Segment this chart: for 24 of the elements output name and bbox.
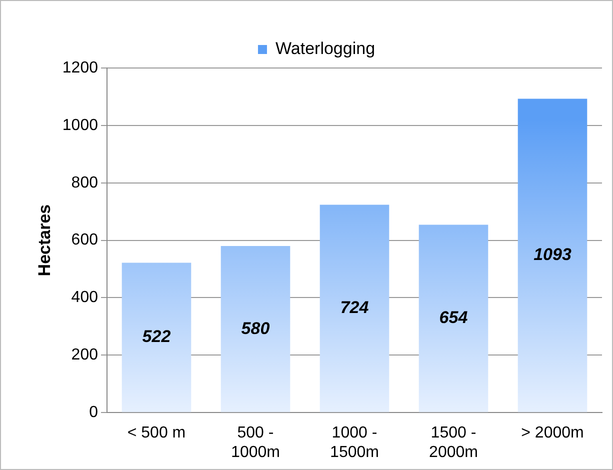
y-tick-label: 0 <box>89 404 98 422</box>
data-label: 522 <box>142 327 172 346</box>
data-label: 724 <box>340 298 370 318</box>
data-label: 1093 <box>534 245 572 264</box>
y-tick-label: 200 <box>71 346 98 364</box>
y-tick-label: 1200 <box>62 59 98 76</box>
x-tick-label: > 2000m <box>521 424 584 442</box>
x-tick-label: 1500 - 2000m <box>429 424 478 461</box>
bar <box>518 98 588 412</box>
legend-label: Waterlogging <box>275 39 376 58</box>
x-tick-label: 1000 - 1500m <box>330 424 379 461</box>
x-tick-label: 500 - 1000m <box>231 424 280 461</box>
bar <box>418 224 488 412</box>
y-axis-title: Hectares <box>34 204 54 276</box>
bar <box>220 246 290 412</box>
bar <box>122 262 192 412</box>
y-tick-label: 400 <box>71 289 98 306</box>
x-tick-label: < 500 m <box>127 424 186 442</box>
bar <box>320 204 390 412</box>
data-label: 654 <box>439 308 468 328</box>
y-tick-label: 800 <box>71 174 98 192</box>
data-label: 580 <box>241 318 270 338</box>
y-tick-label: 600 <box>71 232 98 249</box>
y-tick-label: 1000 <box>62 116 98 134</box>
